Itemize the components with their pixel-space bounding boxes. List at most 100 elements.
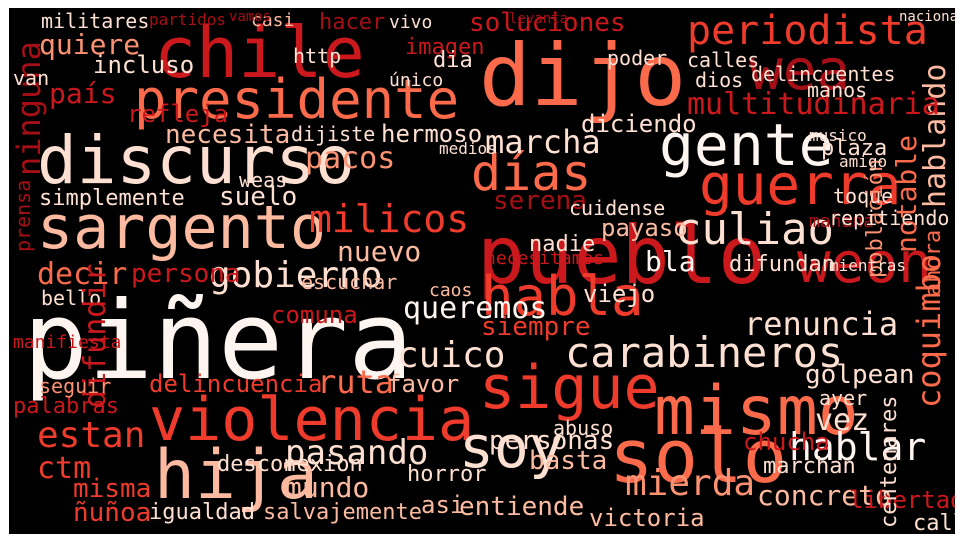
word-habla: habla: [481, 265, 644, 328]
word-imagen: imagen: [405, 35, 485, 60]
word-chile: chile: [154, 12, 365, 94]
word-mismo: mismo: [654, 372, 859, 451]
word-escuchar: escuchar: [301, 270, 398, 294]
word-periodista: periodista: [687, 8, 928, 54]
word-bla: bla: [645, 245, 696, 278]
word-weon: weon: [797, 231, 932, 296]
word-prensa: prensa: [11, 179, 35, 252]
word-multitudinaria: multitudinaria: [687, 87, 940, 122]
word-ahora: ahora: [921, 229, 946, 296]
word-cuidense: cuidense: [569, 196, 666, 220]
word-refleja: refleja: [127, 100, 229, 128]
word-dia: dia: [433, 48, 473, 73]
word-soluciones: soluciones: [469, 8, 626, 38]
word-simplemente: simplemente: [39, 186, 185, 211]
word-unico: único: [389, 70, 444, 91]
word-vamos: vamos: [229, 9, 272, 25]
word-calles: calles: [687, 48, 760, 72]
word-payaso: payaso: [601, 214, 688, 242]
word-culiao: culiao: [675, 204, 834, 255]
word-salvajemente: salvajemente: [263, 500, 422, 525]
word-estan: estan: [37, 415, 146, 456]
word-pais: país: [49, 77, 117, 110]
word-queremos: queremos: [403, 291, 548, 326]
word-golpean: golpean: [805, 360, 915, 390]
word-mierda: mierda: [625, 463, 756, 504]
word-basta: basta: [529, 446, 608, 476]
word-levanta: levanta: [509, 11, 569, 27]
word-cuico: cuico: [397, 335, 506, 376]
word-mundo: mundo: [285, 471, 370, 504]
word-dias: días: [471, 144, 592, 202]
word-sargento: sargento: [37, 193, 326, 263]
word-renuncia: renuncia: [744, 305, 899, 343]
word-vez: vez: [815, 403, 870, 438]
word-siempre: siempre: [481, 312, 591, 342]
word-ctm: ctm: [37, 451, 92, 486]
word-calle: calle: [913, 511, 955, 535]
word-libertad: libertad: [849, 486, 955, 514]
word-personas: personas: [489, 426, 615, 456]
word-suelo: suelo: [219, 182, 298, 212]
word-dijiste: dijiste: [291, 122, 376, 146]
word-milicos: milicos: [309, 197, 470, 241]
word-manana: mañana: [809, 211, 875, 232]
word-pueblo: pueblo: [477, 209, 766, 302]
word-sigue: sigue: [479, 353, 660, 423]
word-wea: wea: [749, 38, 851, 103]
word-marchan: marchan: [763, 454, 856, 479]
word-amigo: amigo: [839, 152, 888, 171]
word-hermoso: hermoso: [381, 120, 483, 148]
word-van: van: [13, 66, 50, 90]
word-horror: horror: [407, 462, 487, 487]
word-manifiesta: manifiesta: [13, 332, 122, 353]
word-caos: caos: [429, 280, 473, 301]
word-concreto: concreto: [757, 479, 892, 512]
word-plaza: plaza: [821, 136, 888, 161]
word-nuevo: nuevo: [337, 235, 422, 268]
word-ninguna: ninguna: [10, 41, 48, 176]
word-poder: poder: [607, 46, 668, 70]
word-centenares: centenares: [877, 395, 902, 528]
word-dijo: dijo: [479, 26, 687, 126]
word-vivo: vivo: [389, 12, 433, 33]
word-http: http: [293, 44, 342, 68]
word-repitiendo: repitiendo: [829, 206, 950, 230]
word-igualdad: igualdad: [149, 500, 255, 525]
word-casi: casi: [251, 10, 295, 31]
word-guerra: guerra: [699, 153, 902, 218]
word-ayer: ayer: [819, 386, 868, 410]
word-weas: weas: [239, 168, 288, 192]
word-mientras: mientras: [829, 256, 907, 275]
word-desconexion: desconexion: [217, 452, 363, 477]
word-seguir: seguir: [39, 374, 112, 398]
word-necesitamos: necesitamos: [485, 248, 605, 269]
word-discurso: discurso: [37, 122, 355, 199]
word-hablar: hablar: [789, 425, 927, 469]
word-entiende: entiende: [459, 492, 585, 522]
word-gobierno: gobierno: [209, 255, 383, 296]
word-comuna: comuna: [271, 301, 358, 329]
word-bello: bello: [41, 286, 102, 310]
word-ruta: ruta: [317, 363, 395, 401]
word-nacional: nacional: [899, 9, 955, 25]
word-necesita: necesita: [165, 120, 291, 150]
word-delincuentes: delincuentes: [751, 62, 896, 86]
word-viejo: viejo: [583, 280, 656, 308]
word-incluso: incluso: [93, 51, 195, 79]
word-chucha: chucha: [743, 428, 830, 456]
word-pacos: pacos: [305, 141, 396, 176]
word-marcha: marcha: [485, 123, 601, 161]
word-dios: dios: [695, 68, 744, 92]
word-palabras: palabras: [13, 394, 119, 419]
word-violencia: violencia: [149, 385, 475, 455]
word-asi: asi: [421, 491, 465, 519]
word-delincuencia: delincuencia: [149, 370, 323, 398]
word-soy: soy: [459, 413, 564, 481]
word-medios: medios: [439, 139, 497, 158]
word-serena: serena: [493, 186, 587, 216]
word-partidos: partidos: [149, 10, 227, 29]
word-notable: notable: [890, 134, 923, 253]
word-nunoa: ñuñoa: [73, 498, 152, 528]
word-favor: favor: [387, 370, 460, 398]
